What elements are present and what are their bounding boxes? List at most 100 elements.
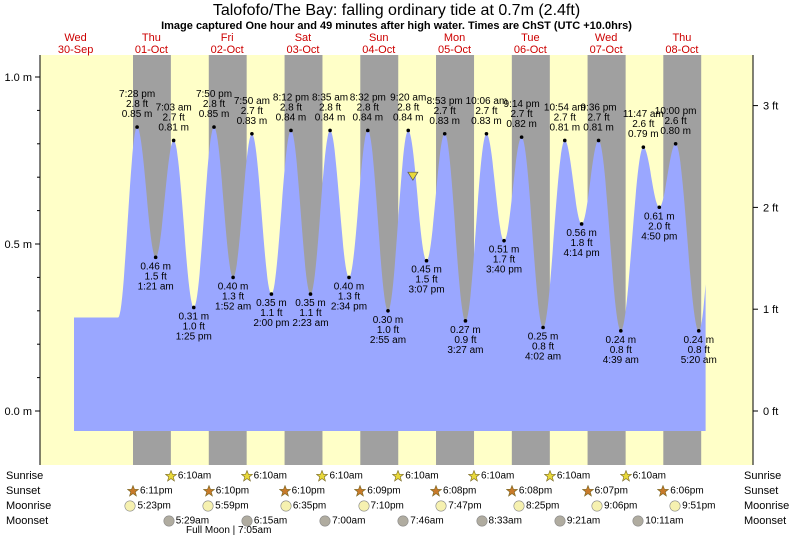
- tide-label: 4:50 pm: [641, 231, 677, 242]
- tide-label: 3:27 am: [447, 345, 483, 356]
- moonset-event: 5:29am: [163, 515, 209, 527]
- tide-label: 1.3 ft: [338, 291, 360, 302]
- moonset-time: 7:00am: [332, 515, 366, 527]
- sunrise-event: 6:10am: [619, 470, 666, 482]
- tide-label: 2.8 ft: [203, 99, 225, 110]
- sunrise-time: 6:10am: [405, 470, 439, 482]
- tide-label: 1.1 ft: [299, 308, 321, 319]
- sunset-icon: [202, 485, 215, 497]
- low-tide-point: [231, 275, 235, 280]
- sunrise-event: 6:10am: [543, 470, 590, 482]
- day-header-dow: Fri: [221, 32, 234, 44]
- high-tide-point: [212, 125, 216, 129]
- right-tick-label: 3 ft: [763, 101, 778, 113]
- sunrise-time: 6:10am: [481, 470, 515, 482]
- low-tide-point: [308, 292, 313, 296]
- tide-label: 1.5 ft: [415, 275, 437, 286]
- sunrise-time: 6:10am: [632, 470, 666, 482]
- sunset-icon: [657, 485, 670, 497]
- chart-title: Talofofo/The Bay: falling ordinary tide …: [212, 2, 581, 19]
- tide-label: 0.81 m: [158, 122, 189, 133]
- tide-label: 0.82 m: [506, 119, 537, 130]
- sunrise-icon: [164, 470, 177, 482]
- sunset-icon: [354, 485, 367, 497]
- high-tide-point: [596, 138, 601, 143]
- sunset-time: 6:08pm: [518, 485, 553, 497]
- tide-label: 0.35 m: [256, 298, 287, 309]
- day-header-date: 02-Oct: [211, 44, 244, 56]
- tide-label: 0.8 ft: [610, 345, 632, 356]
- tide-label: 2:00 pm: [253, 318, 289, 329]
- tide-label: 2.8 ft: [357, 102, 379, 113]
- tide-label: 5:20 am: [681, 355, 717, 366]
- high-tide-point: [641, 145, 646, 149]
- tide-label: 11:47 am: [623, 109, 664, 120]
- tide-label: 0.84 m: [393, 112, 424, 123]
- tide-label: 2:23 am: [292, 318, 328, 329]
- tide-label: 1.7 ft: [493, 255, 515, 266]
- tide-label: 0.81 m: [583, 122, 614, 133]
- sunset-icon: [278, 485, 291, 497]
- low-tide-point: [541, 325, 545, 330]
- moonset-row-label-left: Moonset: [6, 515, 49, 527]
- tide-label: 2:55 am: [370, 335, 406, 346]
- moonrise-row-label-left: Moonrise: [6, 500, 52, 512]
- tide-label: 2:34 pm: [331, 301, 367, 312]
- moonset-event: 7:46am: [397, 515, 444, 527]
- low-tide-point: [657, 205, 662, 210]
- tide-label: 0.85 m: [199, 109, 230, 120]
- low-tide-point: [347, 275, 351, 280]
- tide-label: 1:25 pm: [176, 331, 212, 342]
- moonrise-time: 7:10pm: [370, 500, 404, 512]
- sunrise-row-label-right: Sunrise: [744, 470, 782, 482]
- sunset-event: 6:10pm: [202, 485, 249, 497]
- tide-label: 0.56 m: [566, 228, 597, 239]
- day-header-date: 07-Oct: [590, 44, 623, 56]
- sunset-time: 6:06pm: [670, 485, 704, 497]
- tide-label: 2.6 ft: [664, 116, 686, 127]
- low-tide-point: [424, 258, 429, 263]
- moonrise-event: 9:51pm: [669, 500, 716, 512]
- tide-label: 2.8 ft: [319, 102, 341, 113]
- right-tick-label: 0 ft: [763, 406, 778, 418]
- moonrise-time: 5:23pm: [137, 500, 171, 512]
- tide-label: 0.9 ft: [454, 335, 476, 346]
- low-tide-point: [502, 238, 506, 243]
- sunset-event: 6:11pm: [127, 485, 173, 497]
- day-header-date: 01-Oct: [135, 44, 168, 56]
- tide-label: 0.40 m: [334, 281, 365, 292]
- moonrise-time: 8:25pm: [526, 500, 560, 512]
- tide-label: 0.81 m: [549, 122, 580, 133]
- sunset-icon: [581, 485, 594, 497]
- tide-label: 0.85 m: [122, 109, 153, 120]
- tide-label: 8:12 pm: [273, 92, 309, 103]
- tide-label: 2.7 ft: [554, 112, 576, 123]
- tide-label: 0.24 m: [683, 335, 714, 346]
- tide-label: 0.27 m: [450, 325, 481, 336]
- tide-label: 0.24 m: [606, 335, 637, 346]
- tide-label: 4:39 am: [603, 355, 639, 366]
- low-tide-point: [619, 329, 623, 333]
- tide-label: 2.7 ft: [475, 106, 497, 117]
- tide-label: 0.46 m: [140, 261, 171, 272]
- tide-label: 8:35 am: [312, 92, 348, 103]
- tide-label: 0.84 m: [353, 112, 384, 123]
- moonset-icon: [632, 515, 644, 527]
- tide-label: 1:21 am: [138, 281, 174, 292]
- day-header-date: 05-Oct: [438, 44, 471, 56]
- tide-label: 9:20 am: [390, 92, 426, 103]
- sunset-event: 6:08pm: [430, 485, 476, 497]
- sunset-event: 6:07pm: [581, 485, 628, 497]
- moonset-time: 8:33am: [488, 515, 522, 527]
- sunset-time: 6:08pm: [443, 485, 477, 497]
- tide-label: 0.83 m: [237, 116, 268, 127]
- moonset-time: 6:15am: [253, 515, 288, 527]
- day-header-dow: Wed: [595, 32, 617, 44]
- tide-label: 7:03 am: [156, 102, 192, 113]
- moonrise-icon: [591, 500, 603, 512]
- tide-label: 9:36 pm: [580, 102, 616, 113]
- sunrise-event: 6:10am: [392, 470, 439, 482]
- day-header-dow: Wed: [64, 32, 86, 44]
- tide-label: 7:50 am: [234, 96, 270, 107]
